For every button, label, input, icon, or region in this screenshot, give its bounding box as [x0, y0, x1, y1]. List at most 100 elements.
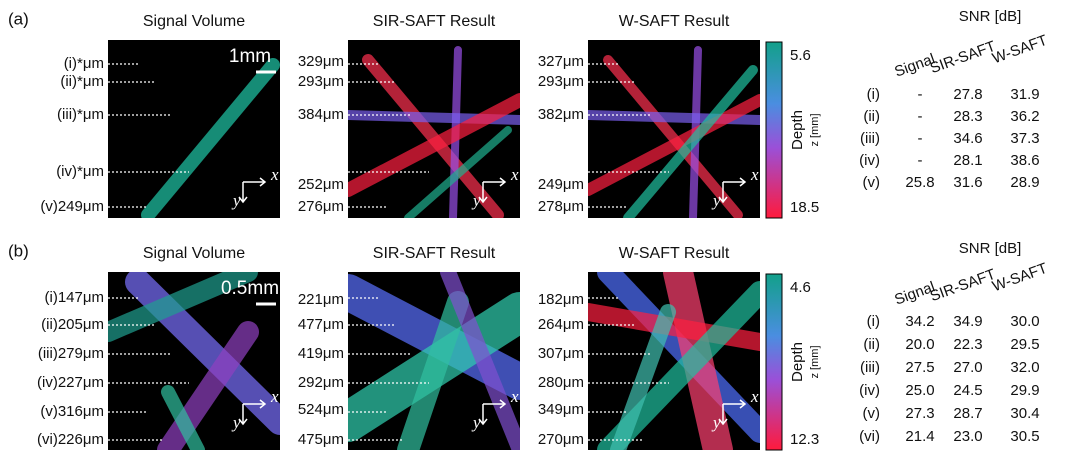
depth-label: (iii)279μm — [38, 345, 104, 362]
column-header: W-SAFT — [990, 32, 1050, 68]
table-cell: 28.3 — [953, 108, 982, 125]
depth-label: 477μm — [298, 316, 344, 333]
table-cell: 24.5 — [953, 382, 982, 399]
axis-y: y — [231, 191, 241, 210]
axis-x: x — [510, 165, 519, 184]
axis-x: x — [510, 387, 519, 406]
depth-label: 249μm — [538, 176, 584, 193]
colorbar — [766, 274, 782, 450]
depth-label: (iv)*μm — [56, 163, 104, 180]
table-cell: 37.3 — [1010, 130, 1039, 147]
axis-x: x — [270, 165, 279, 184]
depth-label: (i)147μm — [45, 289, 105, 306]
table-title: SNR [dB] — [959, 240, 1022, 257]
table-title: SNR [dB] — [959, 8, 1022, 25]
table-cell: 25.0 — [905, 382, 934, 399]
panel-label: (a) — [8, 9, 29, 28]
table-cell: 20.0 — [905, 336, 934, 353]
table-cell: 27.3 — [905, 405, 934, 422]
scale-label: 0.5mm — [221, 278, 279, 299]
depth-label: 419μm — [298, 345, 344, 362]
depth-label: 349μm — [538, 401, 584, 418]
colorbar-title: Depth — [789, 110, 806, 150]
table-cell: (i) — [867, 86, 880, 103]
depth-label: (i)*μm — [64, 55, 104, 72]
table-cell: 30.5 — [1010, 428, 1039, 445]
depth-label: 221μm — [298, 291, 344, 308]
table-cell: 21.4 — [905, 428, 934, 445]
table-cell: 36.2 — [1010, 108, 1039, 125]
image-title: W-SAFT Result — [619, 13, 730, 30]
depth-label: 292μm — [298, 374, 344, 391]
table-cell: 27.0 — [953, 359, 982, 376]
depth-label: 270μm — [538, 431, 584, 448]
colorbar-subtitle: z [mm] — [809, 114, 821, 147]
table-cell: 34.2 — [905, 313, 934, 330]
depth-label: 276μm — [298, 198, 344, 215]
column-header: SIR-SAFT — [928, 38, 998, 77]
axis-y: y — [471, 413, 481, 432]
table-cell: (iv) — [859, 152, 880, 169]
axis-x: x — [750, 165, 759, 184]
table-cell: 27.8 — [953, 86, 982, 103]
table-cell: (v) — [863, 405, 881, 422]
depth-label: 280μm — [538, 374, 584, 391]
depth-label: 264μm — [538, 316, 584, 333]
table-cell: 28.9 — [1010, 174, 1039, 191]
axis-y: y — [231, 413, 241, 432]
depth-label: 524μm — [298, 401, 344, 418]
axis-x: x — [270, 387, 279, 406]
colorbar-subtitle: z [mm] — [809, 346, 821, 379]
table-cell: 31.6 — [953, 174, 982, 191]
depth-label: (v)249μm — [40, 198, 104, 215]
table-cell: 34.9 — [953, 313, 982, 330]
depth-label: 293μm — [298, 73, 344, 90]
table-cell: 31.9 — [1010, 86, 1039, 103]
depth-label: (v)316μm — [40, 403, 104, 420]
colorbar-top: 5.6 — [790, 47, 811, 64]
depth-label: 252μm — [298, 176, 344, 193]
table-cell: 28.1 — [953, 152, 982, 169]
colorbar-bottom: 12.3 — [790, 431, 819, 448]
depth-label: 182μm — [538, 291, 584, 308]
table-cell: - — [918, 108, 923, 125]
depth-label: 382μm — [538, 106, 584, 123]
table-cell: 29.5 — [1010, 336, 1039, 353]
table-cell: (ii) — [863, 108, 880, 125]
depth-label: 307μm — [538, 345, 584, 362]
axis-y: y — [711, 191, 721, 210]
table-cell: (i) — [867, 313, 880, 330]
table-cell: (iii) — [860, 359, 880, 376]
axis-y: y — [711, 413, 721, 432]
table-cell: 23.0 — [953, 428, 982, 445]
image-title: W-SAFT Result — [619, 245, 730, 262]
colorbar-top: 4.6 — [790, 279, 811, 296]
table-cell: 38.6 — [1010, 152, 1039, 169]
table-cell: 34.6 — [953, 130, 982, 147]
column-header: W-SAFT — [990, 260, 1050, 296]
figure: (a) Signal Volume x y SIR-SAFT Result x y W-SAF… — [0, 0, 1077, 454]
table-cell: 28.7 — [953, 405, 982, 422]
table-cell: - — [918, 152, 923, 169]
table-cell: 30.4 — [1010, 405, 1039, 422]
image-title: Signal Volume — [143, 245, 245, 262]
depth-label: 329μm — [298, 53, 344, 70]
colorbar-title: Depth — [789, 342, 806, 382]
table-cell: 29.9 — [1010, 382, 1039, 399]
table-cell: - — [918, 130, 923, 147]
table-cell: 27.5 — [905, 359, 934, 376]
table-cell: - — [918, 86, 923, 103]
image-title: SIR-SAFT Result — [373, 245, 496, 262]
table-cell: (v) — [863, 174, 881, 191]
depth-label: 278μm — [538, 198, 584, 215]
table-cell: (vi) — [859, 428, 880, 445]
table-cell: 22.3 — [953, 336, 982, 353]
colorbar — [766, 42, 782, 218]
table-cell: (iii) — [860, 130, 880, 147]
table-cell: (ii) — [863, 336, 880, 353]
depth-label: (iv)227μm — [37, 374, 104, 391]
table-cell: 30.0 — [1010, 313, 1039, 330]
depth-label: (iii)*μm — [57, 106, 104, 123]
image-title: Signal Volume — [143, 13, 245, 30]
table-cell: (iv) — [859, 382, 880, 399]
